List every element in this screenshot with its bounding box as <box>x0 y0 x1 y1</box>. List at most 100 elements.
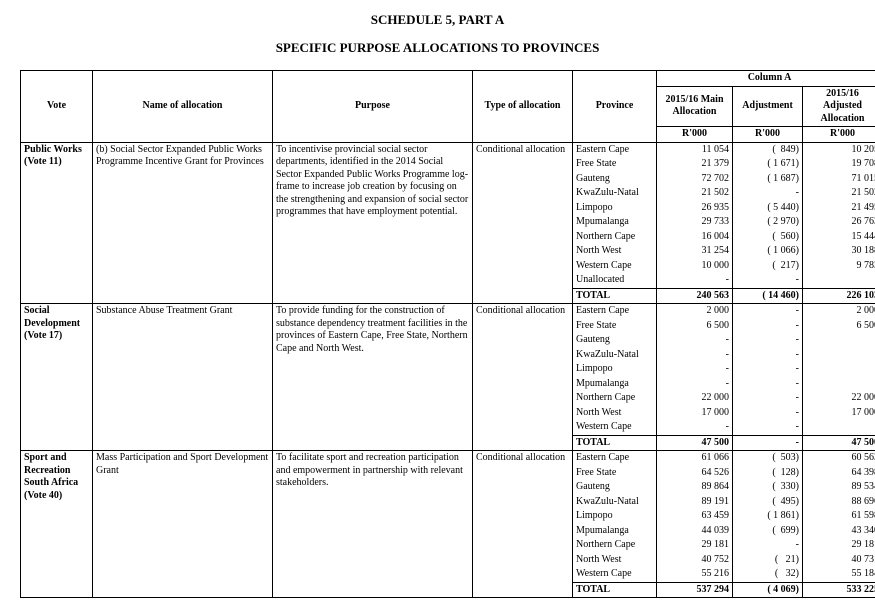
type-cell: Conditional allocation <box>473 451 573 598</box>
total-adjusted: 47 500 <box>803 435 875 451</box>
province-cell: Mpumalanga <box>573 377 657 392</box>
province-cell: North West <box>573 553 657 568</box>
total-adj: ( 14 460) <box>733 288 803 304</box>
vote-cell: Sport and Recreation South Africa (Vote … <box>21 451 93 598</box>
adj-cell: - <box>733 186 803 201</box>
main-cell: 29 733 <box>657 215 733 230</box>
province-cell: KwaZulu-Natal <box>573 495 657 510</box>
adj-cell: - <box>733 362 803 377</box>
adj-cell: ( 330) <box>733 480 803 495</box>
province-cell: KwaZulu-Natal <box>573 348 657 363</box>
total-adjusted: 533 225 <box>803 582 875 598</box>
total-main: 240 563 <box>657 288 733 304</box>
province-cell: Western Cape <box>573 567 657 582</box>
header-unit-2: R'000 <box>733 127 803 143</box>
adj-cell: - <box>733 348 803 363</box>
main-cell: 61 066 <box>657 451 733 466</box>
province-cell: Eastern Cape <box>573 304 657 319</box>
adjusted-cell: 21 495 <box>803 201 875 216</box>
main-cell: 72 702 <box>657 172 733 187</box>
adjusted-cell: 9 783 <box>803 259 875 274</box>
province-cell: Free State <box>573 466 657 481</box>
adjusted-cell: - <box>803 348 875 363</box>
adjusted-cell: 30 188 <box>803 244 875 259</box>
adj-cell: ( 217) <box>733 259 803 274</box>
adj-cell: ( 849) <box>733 142 803 157</box>
main-cell: 64 526 <box>657 466 733 481</box>
adjusted-cell: - <box>803 273 875 288</box>
adjusted-cell: 15 444 <box>803 230 875 245</box>
adjusted-cell: 43 340 <box>803 524 875 539</box>
adjusted-cell: 88 696 <box>803 495 875 510</box>
province-cell: Mpumalanga <box>573 524 657 539</box>
adjusted-cell: 21 502 <box>803 186 875 201</box>
adjusted-cell: 19 708 <box>803 157 875 172</box>
header-adj: Adjustment <box>733 86 803 127</box>
adj-cell: - <box>733 273 803 288</box>
province-cell: Limpopo <box>573 362 657 377</box>
main-cell: 44 039 <box>657 524 733 539</box>
main-cell: - <box>657 420 733 435</box>
adj-cell: ( 1 671) <box>733 157 803 172</box>
adjusted-cell: - <box>803 362 875 377</box>
adj-cell: - <box>733 333 803 348</box>
province-cell: North West <box>573 244 657 259</box>
main-cell: 10 000 <box>657 259 733 274</box>
province-cell: Limpopo <box>573 201 657 216</box>
total-main: 537 294 <box>657 582 733 598</box>
header-main: 2015/16 Main Allocation <box>657 86 733 127</box>
province-cell: Gauteng <box>573 480 657 495</box>
province-cell: Eastern Cape <box>573 142 657 157</box>
main-cell: 16 004 <box>657 230 733 245</box>
adjusted-cell: - <box>803 420 875 435</box>
total-label: TOTAL <box>573 288 657 304</box>
adjusted-cell: 60 563 <box>803 451 875 466</box>
total-adjusted: 226 103 <box>803 288 875 304</box>
header-province: Province <box>573 71 657 143</box>
purpose-cell: To provide funding for the construction … <box>273 304 473 451</box>
main-cell: - <box>657 362 733 377</box>
name-cell: Substance Abuse Treatment Grant <box>93 304 273 451</box>
adjusted-cell: 26 763 <box>803 215 875 230</box>
schedule-subtitle: SPECIFIC PURPOSE ALLOCATIONS TO PROVINCE… <box>20 40 855 56</box>
vote-cell: Public Works (Vote 11) <box>21 142 93 304</box>
header-column-a: Column A <box>657 71 875 87</box>
main-cell: - <box>657 273 733 288</box>
adj-cell: ( 128) <box>733 466 803 481</box>
total-label: TOTAL <box>573 582 657 598</box>
header-purpose: Purpose <box>273 71 473 143</box>
province-cell: Gauteng <box>573 172 657 187</box>
province-cell: KwaZulu-Natal <box>573 186 657 201</box>
adj-cell: - <box>733 420 803 435</box>
province-cell: North West <box>573 406 657 421</box>
province-cell: Northern Cape <box>573 538 657 553</box>
adjusted-cell: 89 534 <box>803 480 875 495</box>
type-cell: Conditional allocation <box>473 304 573 451</box>
schedule-title: SCHEDULE 5, PART A <box>20 12 855 28</box>
adj-cell: ( 1 861) <box>733 509 803 524</box>
main-cell: 55 216 <box>657 567 733 582</box>
province-cell: Western Cape <box>573 420 657 435</box>
adj-cell: - <box>733 319 803 334</box>
adj-cell: - <box>733 377 803 392</box>
purpose-cell: To facilitate sport and recreation parti… <box>273 451 473 598</box>
purpose-cell: To incentivise provincial social sector … <box>273 142 473 304</box>
adjusted-cell: 6 500 <box>803 319 875 334</box>
main-cell: 89 191 <box>657 495 733 510</box>
adj-cell: - <box>733 538 803 553</box>
adjusted-cell: 40 731 <box>803 553 875 568</box>
total-main: 47 500 <box>657 435 733 451</box>
province-cell: Gauteng <box>573 333 657 348</box>
name-cell: (b) Social Sector Expanded Public Works … <box>93 142 273 304</box>
vote-cell: Social Development (Vote 17) <box>21 304 93 451</box>
adj-cell: ( 560) <box>733 230 803 245</box>
adj-cell: ( 1 687) <box>733 172 803 187</box>
adjusted-cell: 10 205 <box>803 142 875 157</box>
adjusted-cell: 17 000 <box>803 406 875 421</box>
main-cell: 29 181 <box>657 538 733 553</box>
main-cell: 26 935 <box>657 201 733 216</box>
province-cell: Mpumalanga <box>573 215 657 230</box>
adjusted-cell: 71 015 <box>803 172 875 187</box>
main-cell: - <box>657 333 733 348</box>
province-cell: Free State <box>573 319 657 334</box>
